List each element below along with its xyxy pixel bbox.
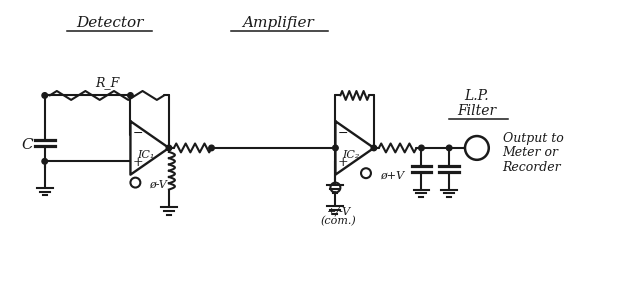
Text: −: − — [338, 127, 349, 140]
Text: ø+V: ø+V — [380, 170, 404, 180]
Text: Meter or: Meter or — [503, 146, 559, 159]
Text: −: − — [133, 127, 144, 140]
Text: Output to: Output to — [503, 132, 563, 145]
Text: Detector: Detector — [76, 16, 144, 30]
Circle shape — [42, 93, 47, 98]
Text: C: C — [21, 138, 33, 152]
Text: +: + — [133, 156, 144, 169]
Text: (com.): (com.) — [320, 216, 356, 226]
Text: R_F: R_F — [95, 76, 119, 89]
Text: Recorder: Recorder — [503, 161, 562, 174]
Circle shape — [166, 145, 172, 151]
Text: +/-V: +/-V — [326, 206, 351, 216]
Circle shape — [209, 145, 214, 151]
Text: +: + — [338, 156, 349, 169]
Circle shape — [446, 145, 452, 151]
Circle shape — [419, 145, 424, 151]
Text: Filter: Filter — [457, 104, 496, 118]
Text: ø-V: ø-V — [149, 180, 167, 190]
Circle shape — [42, 158, 47, 164]
Circle shape — [333, 145, 338, 151]
Circle shape — [128, 93, 133, 98]
Text: Amplifier: Amplifier — [242, 16, 314, 30]
Text: IC₁: IC₁ — [137, 150, 154, 160]
Circle shape — [371, 145, 377, 151]
Text: IC₂: IC₂ — [342, 150, 360, 160]
Text: L.P.: L.P. — [464, 89, 489, 104]
